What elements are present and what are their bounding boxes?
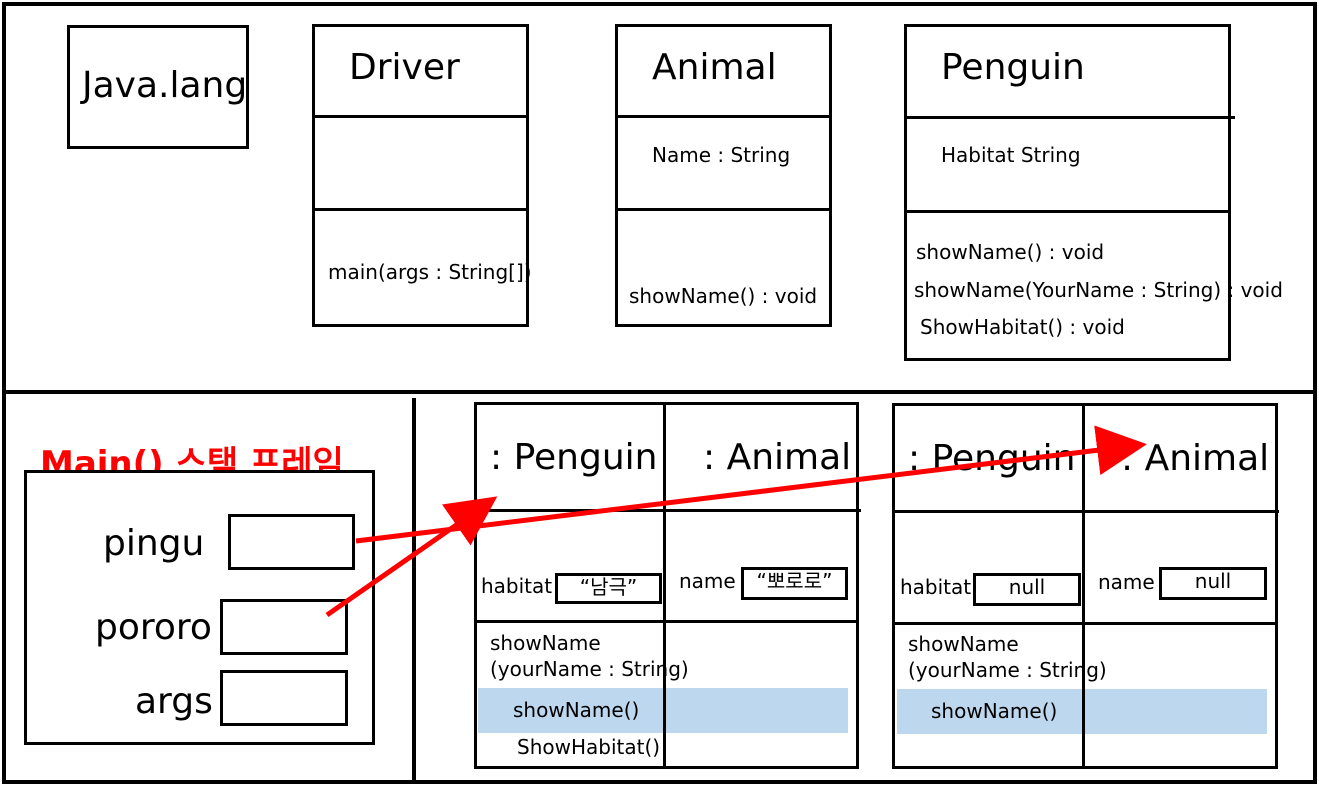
obj2-name-value: null: [1159, 567, 1267, 600]
obj2-name-label: name: [1098, 570, 1155, 594]
stack-var-pingu: pingu: [103, 523, 205, 564]
penguin-class-name: Penguin: [941, 47, 1085, 88]
obj1-method-showname-param-b: (yourName : String): [490, 657, 689, 681]
animal-name-field: Name : String: [652, 143, 791, 167]
penguin-method-1: showName() : void: [916, 240, 1105, 264]
obj1-penguin-label: : Penguin: [490, 437, 658, 478]
penguin-method-2: showName(YourName : String) : void: [914, 278, 1283, 302]
penguin-class-box: [904, 24, 1231, 361]
obj1-method-showhabitat: ShowHabitat(): [517, 735, 661, 759]
animal-class-name: Animal: [652, 47, 777, 88]
animal-showname-method: showName() : void: [629, 284, 818, 308]
pororo-reference-arrow: [325, 496, 498, 618]
obj1-row-divider-2: [477, 620, 857, 623]
pororo-ref-slot: [220, 599, 348, 655]
penguin-method-3: ShowHabitat() : void: [920, 315, 1125, 339]
java-lang-box: [67, 25, 249, 149]
obj2-habitat-label: habitat: [900, 575, 972, 599]
obj1-animal-label: : Animal: [703, 437, 852, 478]
obj2-method-showname: showName(): [931, 699, 1058, 723]
pingu-ref-slot: [228, 514, 355, 570]
animal-divider-2: [615, 208, 832, 211]
obj1-column-divider: [663, 405, 666, 767]
driver-class-box: [312, 24, 529, 327]
java-lang-label: Java.lang: [82, 65, 248, 106]
args-ref-slot: [220, 670, 348, 726]
stack-var-args: args: [135, 681, 213, 722]
animal-divider-1: [615, 115, 832, 118]
obj1-name-value: “뽀로로”: [741, 567, 848, 600]
obj1-method-showname: showName(): [513, 698, 640, 722]
obj2-method-showname-param-a: showName: [908, 632, 1019, 656]
obj2-row-divider-2: [895, 622, 1275, 625]
penguin-divider-1: [904, 116, 1235, 119]
driver-divider-1: [312, 115, 529, 118]
animal-class-box: [615, 24, 832, 327]
obj1-method-showname-param-a: showName: [490, 631, 601, 655]
obj1-name-label: name: [679, 569, 736, 593]
obj2-method-showname-param-b: (yourName : String): [908, 658, 1107, 682]
driver-main-method: main(args : String[]): [328, 260, 532, 284]
obj2-row-divider-1: [895, 510, 1279, 513]
memory-area-frame: [2, 390, 1317, 784]
obj2-column-divider: [1082, 406, 1085, 767]
pingu-reference-arrow: [355, 425, 1147, 544]
driver-divider-2: [312, 208, 529, 211]
driver-class-name: Driver: [349, 47, 460, 88]
penguin-divider-2: [904, 210, 1231, 213]
obj2-habitat-value: null: [973, 573, 1081, 606]
penguin-habitat-field: Habitat String: [941, 143, 1081, 167]
stack-var-pororo: pororo: [95, 607, 212, 648]
stack-heap-divider: [412, 398, 416, 782]
obj1-row-divider-1: [477, 509, 861, 512]
obj1-habitat-value: “남극”: [555, 573, 662, 604]
obj1-habitat-label: habitat: [481, 574, 553, 598]
